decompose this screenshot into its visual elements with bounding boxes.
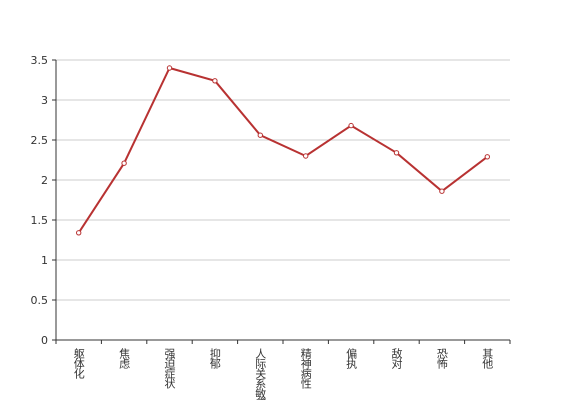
point [257, 132, 263, 138]
y-tick-label: 0.5 [31, 294, 49, 307]
point [166, 65, 173, 71]
point [76, 230, 82, 236]
point [303, 153, 309, 159]
x-tick-label: 敌对 [390, 347, 403, 369]
point [121, 160, 127, 166]
y-tick-label: 1.5 [31, 214, 49, 227]
x-tick-label: 躯体化 [72, 348, 85, 380]
y-tick-label: 1 [41, 254, 48, 267]
x-tick-label: 焦虑 [118, 348, 131, 369]
y-tick-label: 3.5 [31, 54, 49, 67]
point [439, 188, 445, 194]
point [393, 150, 400, 156]
x-tick-label: 强迫症状 [163, 348, 176, 389]
point [212, 78, 218, 84]
y-tick-label: 3 [41, 94, 48, 107]
line [77, 66, 488, 234]
x-tick-label: 其他 [481, 348, 494, 369]
x-tick-label: 恐怖 [435, 348, 448, 369]
y-tick-label: 2 [41, 174, 48, 187]
y-tick-label: 0 [41, 334, 48, 347]
x-tick-label: 偏执 [345, 347, 358, 370]
point [484, 154, 490, 160]
y-tick-label: 2.5 [31, 134, 49, 147]
point [348, 122, 354, 129]
x-tick-label: 人际关系敏感 [254, 348, 267, 400]
x-tick-label: 抑郁 [208, 347, 221, 369]
x-tick-label: 精神病性 [299, 348, 312, 390]
